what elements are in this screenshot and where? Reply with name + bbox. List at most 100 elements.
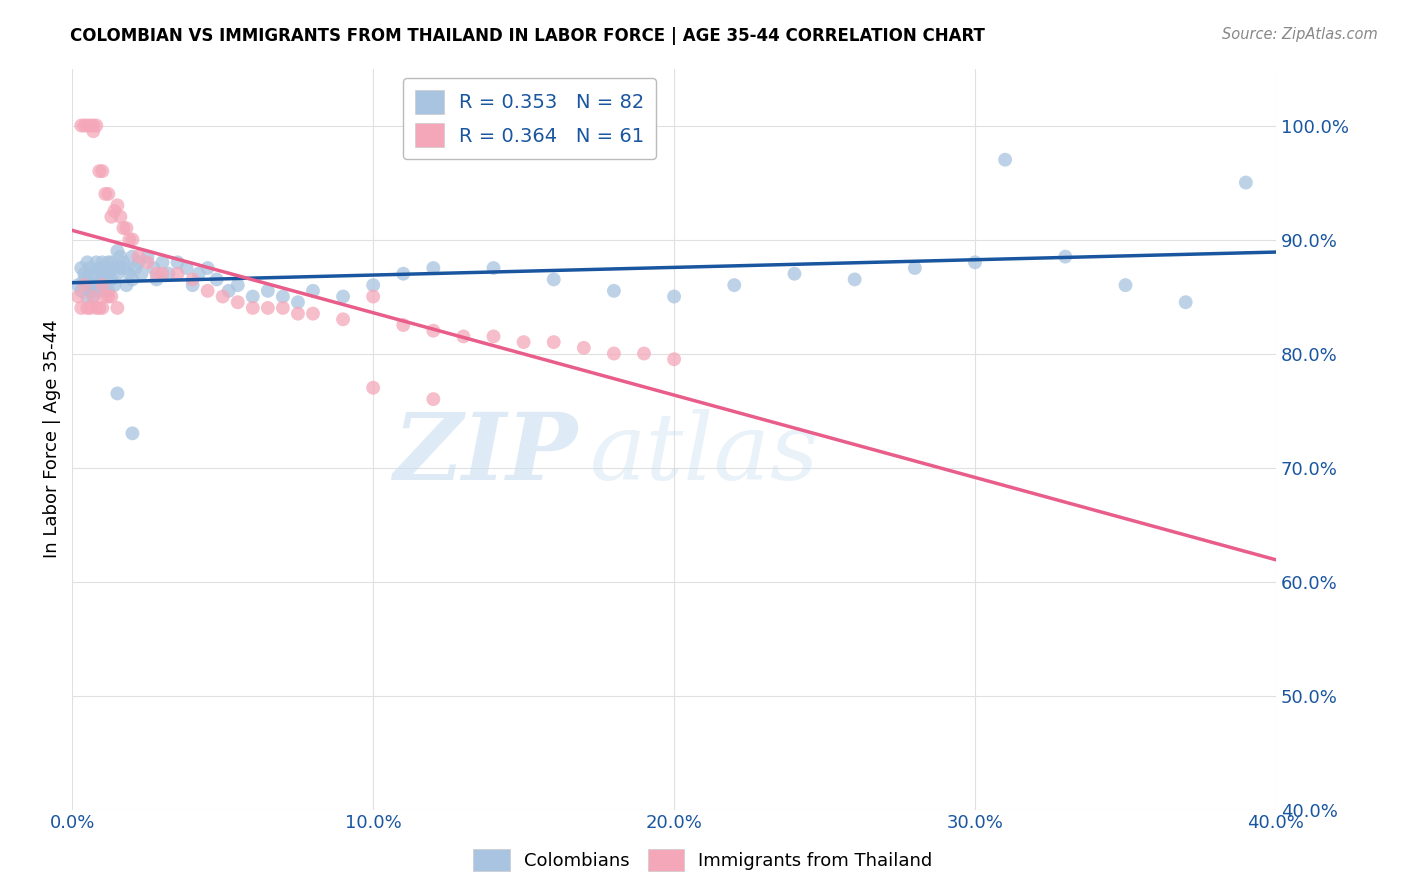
Point [94, 260, 117, 275]
Point [84, 119, 107, 133]
Point [91, 301, 114, 315]
Point [271, 289, 294, 303]
Point [100, 289, 122, 303]
Point [94, 186, 117, 201]
Point [124, 260, 146, 275]
Point [82, 119, 104, 133]
Point [91, 278, 114, 293]
Point [256, 284, 278, 298]
Point [121, 426, 143, 441]
Point [176, 260, 198, 275]
Point [105, 267, 128, 281]
Point [79, 260, 101, 275]
Y-axis label: In Labor Force | Age 35-44: In Labor Force | Age 35-44 [44, 319, 60, 558]
Point [97, 267, 120, 281]
Point [994, 153, 1017, 167]
Point [89, 301, 111, 315]
Point [226, 278, 249, 293]
Point [287, 307, 309, 321]
Point [242, 301, 264, 315]
Point [205, 272, 228, 286]
Point [100, 210, 122, 224]
Point [603, 346, 626, 360]
Point [603, 284, 626, 298]
Point [115, 278, 138, 293]
Point [166, 255, 188, 269]
Point [1114, 278, 1136, 293]
Point [105, 386, 128, 401]
Point [145, 272, 167, 286]
Point [197, 284, 219, 298]
Point [79, 278, 101, 293]
Point [97, 289, 120, 303]
Point [91, 267, 114, 281]
Point [453, 329, 475, 343]
Point [121, 233, 143, 247]
Point [271, 301, 294, 315]
Point [100, 255, 122, 269]
Point [110, 210, 132, 224]
Point [84, 267, 107, 281]
Point [963, 255, 986, 269]
Point [121, 250, 143, 264]
Point [181, 278, 204, 293]
Point [73, 119, 96, 133]
Point [67, 278, 90, 293]
Point [70, 260, 93, 275]
Point [105, 301, 128, 315]
Point [181, 272, 204, 286]
Point [91, 164, 114, 178]
Point [127, 255, 149, 269]
Point [82, 289, 104, 303]
Point [91, 284, 114, 298]
Point [118, 267, 141, 281]
Point [302, 284, 325, 298]
Point [1234, 176, 1257, 190]
Point [82, 289, 104, 303]
Point [361, 278, 384, 293]
Point [94, 289, 117, 303]
Point [226, 295, 249, 310]
Point [103, 278, 125, 293]
Point [82, 278, 104, 293]
Point [783, 267, 806, 281]
Point [73, 272, 96, 286]
Point [142, 260, 165, 275]
Point [118, 233, 141, 247]
Point [157, 267, 180, 281]
Point [105, 198, 128, 212]
Point [127, 250, 149, 264]
Point [73, 267, 96, 281]
Text: Source: ZipAtlas.com: Source: ZipAtlas.com [1222, 27, 1378, 42]
Legend: R = 0.353   N = 82, R = 0.364   N = 61: R = 0.353 N = 82, R = 0.364 N = 61 [404, 78, 657, 159]
Point [482, 329, 505, 343]
Point [110, 250, 132, 264]
Point [121, 272, 143, 286]
Point [79, 284, 101, 298]
Point [76, 255, 98, 269]
Point [97, 284, 120, 298]
Point [633, 346, 655, 360]
Text: COLOMBIAN VS IMMIGRANTS FROM THAILAND IN LABOR FORCE | AGE 35-44 CORRELATION CHA: COLOMBIAN VS IMMIGRANTS FROM THAILAND IN… [70, 27, 986, 45]
Point [84, 284, 107, 298]
Point [97, 255, 120, 269]
Point [332, 312, 354, 326]
Point [361, 289, 384, 303]
Point [84, 301, 107, 315]
Point [302, 307, 325, 321]
Point [115, 260, 138, 275]
Point [112, 221, 135, 235]
Point [110, 260, 132, 275]
Point [70, 301, 93, 315]
Point [115, 221, 138, 235]
Point [76, 289, 98, 303]
Point [105, 244, 128, 258]
Point [94, 272, 117, 286]
Point [844, 272, 866, 286]
Point [422, 260, 444, 275]
Point [97, 186, 120, 201]
Point [422, 392, 444, 406]
Point [89, 260, 111, 275]
Point [512, 335, 534, 350]
Point [136, 255, 159, 269]
